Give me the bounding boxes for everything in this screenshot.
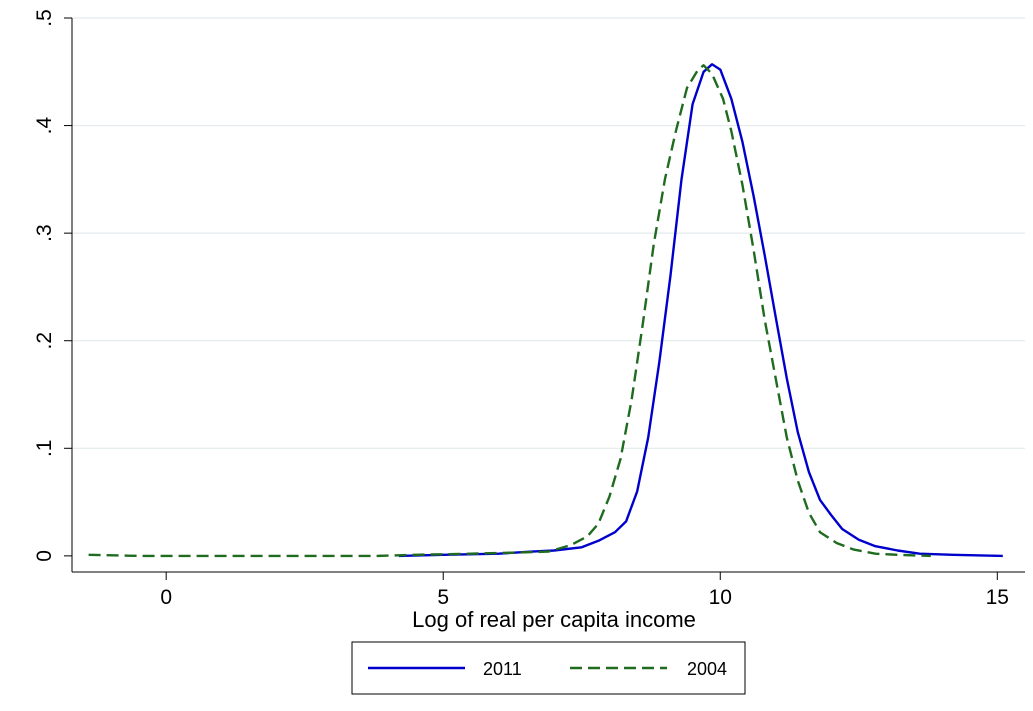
legend: 2011 2004 xyxy=(351,641,746,695)
x-tick-label-2: 10 xyxy=(709,586,732,609)
series-line-2004 xyxy=(88,64,931,558)
gridlines xyxy=(72,17,1025,449)
y-tick-label-2: .2 xyxy=(33,332,56,350)
series-lines xyxy=(88,63,1003,558)
y-tick-label-3: .3 xyxy=(33,224,56,242)
legend-label-2004: 2004 xyxy=(687,659,727,679)
x-axis-title: Log of real per capita income xyxy=(412,607,696,632)
y-tick-label-5: .5 xyxy=(33,9,56,27)
x-tick-label-1: 5 xyxy=(437,586,449,609)
y-tick-label-4: .4 xyxy=(33,116,56,134)
y-tick-label-1: .1 xyxy=(33,440,56,458)
y-tick-label-0: 0 xyxy=(33,550,56,562)
y-axis-ticks: 0 .1 .2 .3 .4 .5 xyxy=(33,9,72,562)
x-tick-label-0: 0 xyxy=(160,586,172,609)
x-tick-label-3: 15 xyxy=(986,586,1009,609)
x-axis-ticks: 0 5 10 15 xyxy=(160,572,1009,609)
series-line-2011 xyxy=(398,63,1003,558)
legend-label-2011: 2011 xyxy=(483,659,522,679)
